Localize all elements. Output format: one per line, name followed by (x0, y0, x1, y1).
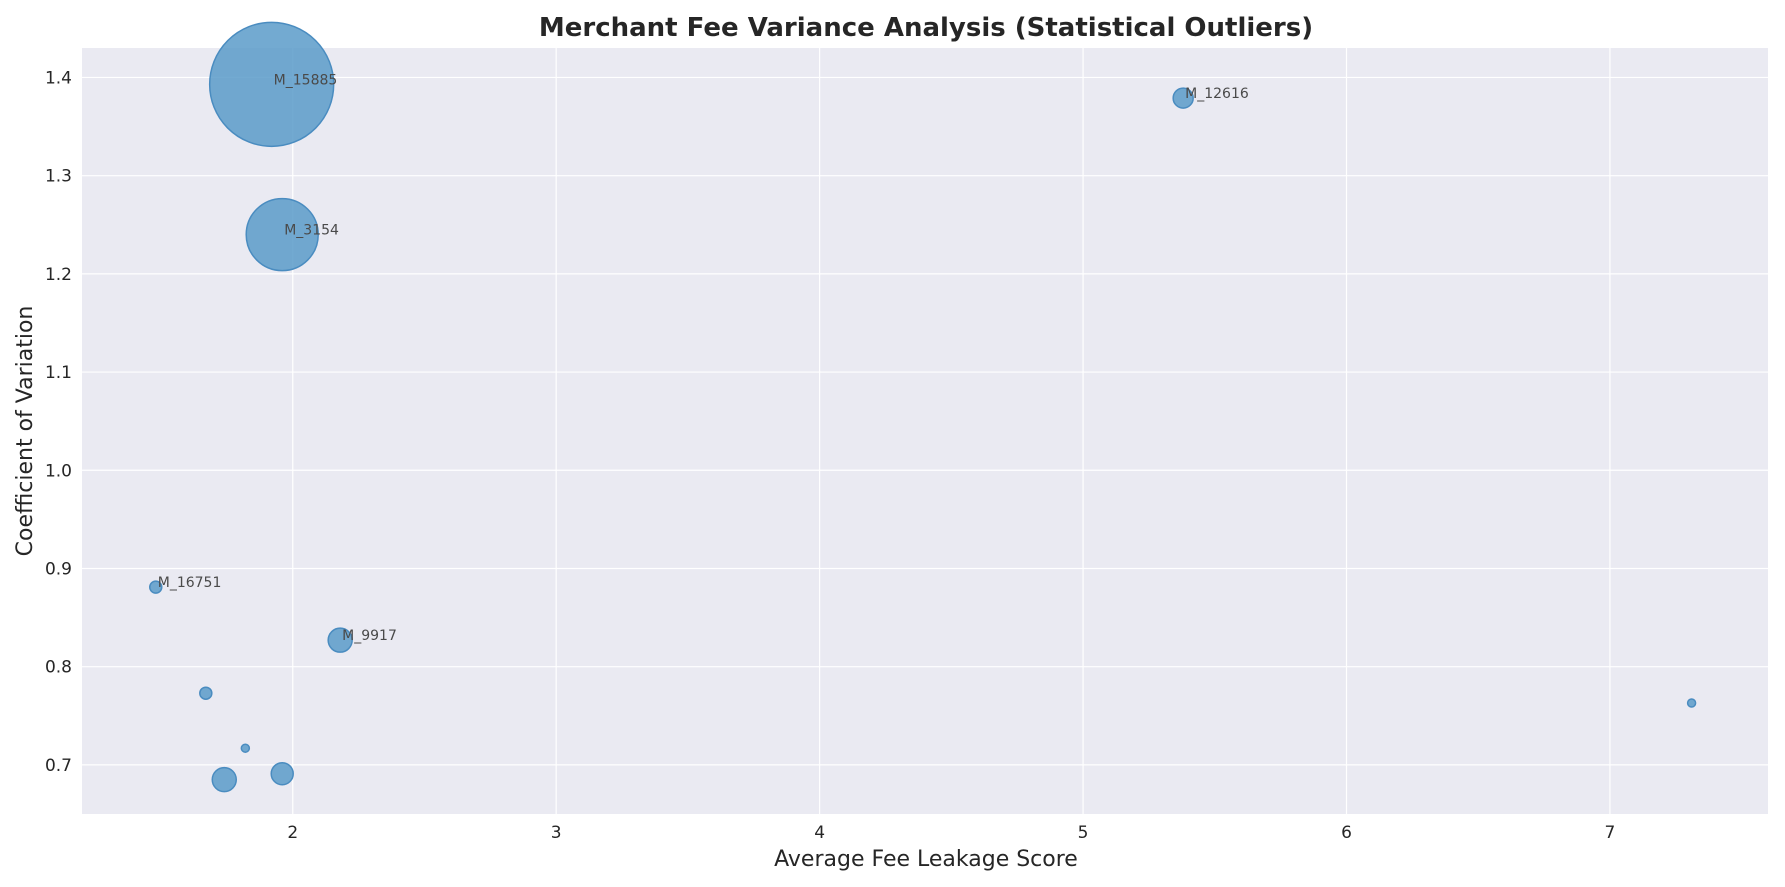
data-point (211, 766, 238, 793)
data-point (270, 761, 294, 786)
grid-lines (82, 48, 1768, 814)
y-axis-label: Coefficient of Variation (13, 306, 38, 557)
plot-area (82, 48, 1768, 814)
y-tick-label: 0.7 (45, 756, 72, 776)
data-point (199, 686, 213, 700)
data-point (149, 580, 163, 594)
point-labels: M_15885 M_3154 M_12616 M_16751 M_9917 (158, 72, 1249, 644)
y-tick-label: 1.2 (45, 265, 72, 285)
data-point (245, 197, 319, 272)
data-point (1172, 87, 1194, 109)
data-point (327, 627, 353, 653)
x-tick-label: 2 (287, 823, 298, 843)
x-axis-label: Average Fee Leakage Score (774, 847, 1078, 872)
y-tick-label: 1.0 (45, 461, 72, 481)
x-axis-ticks: 2 3 4 5 6 7 (287, 823, 1615, 843)
point-label: M_12616 (1185, 86, 1249, 102)
point-label: M_15885 (274, 72, 338, 88)
point-label: M_16751 (158, 575, 222, 591)
y-tick-label: 1.4 (45, 68, 72, 88)
data-point (240, 743, 251, 753)
data-point (1686, 698, 1697, 708)
x-tick-label: 6 (1341, 823, 1352, 843)
y-tick-label: 1.1 (45, 363, 72, 383)
y-tick-label: 0.8 (45, 658, 72, 678)
point-label: M_9917 (342, 628, 397, 644)
point-label: M_3154 (284, 223, 339, 239)
y-tick-label: 0.9 (45, 559, 72, 579)
data-points (149, 21, 1697, 793)
y-tick-label: 1.3 (45, 167, 72, 187)
chart-title: Merchant Fee Variance Analysis (Statisti… (539, 13, 1313, 43)
data-point (208, 21, 335, 148)
y-axis-ticks: 0.7 0.8 0.9 1.0 1.1 1.2 1.3 1.4 (45, 68, 72, 775)
x-tick-label: 4 (814, 823, 825, 843)
x-tick-label: 3 (551, 823, 562, 843)
x-tick-label: 7 (1605, 823, 1616, 843)
x-tick-label: 5 (1078, 823, 1089, 843)
